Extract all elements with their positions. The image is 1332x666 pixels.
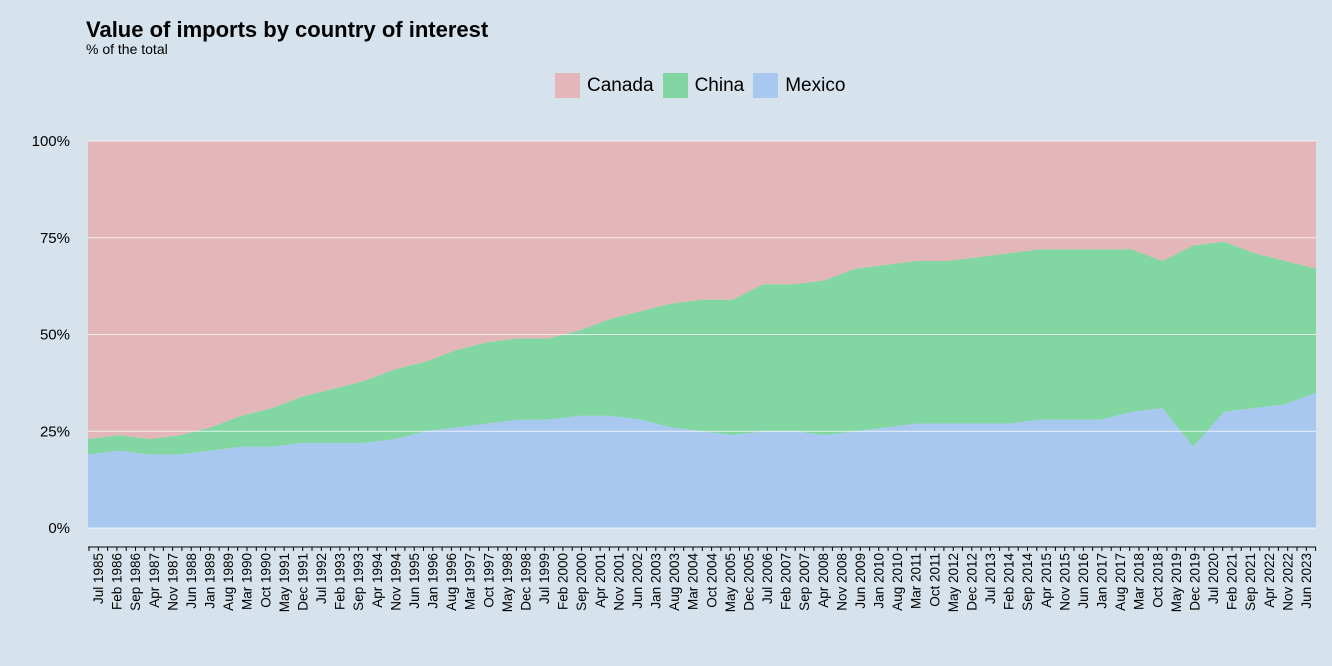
- x-tick-label: Jun 1995: [407, 553, 422, 609]
- x-tick-label: Dec 2012: [965, 553, 980, 611]
- x-tick-label: Sep 2021: [1243, 553, 1258, 611]
- x-tick-label: Apr 2001: [593, 553, 608, 608]
- x-tick-label: Mar 1997: [463, 553, 478, 610]
- x-tick-label: Feb 2007: [779, 553, 794, 610]
- legend-item-canada: Canada: [555, 73, 654, 98]
- x-tick-label: Feb 2000: [556, 553, 571, 610]
- x-tick-label: Aug 2010: [890, 553, 905, 611]
- x-tick-label: Aug 1989: [221, 553, 236, 611]
- grid-layer: [88, 140, 1316, 529]
- legend-item-mexico: Mexico: [753, 73, 845, 98]
- x-tick-label: Dec 1991: [295, 553, 310, 611]
- x-tick-label: Jan 2010: [872, 553, 887, 609]
- legend-swatch-china: [662, 73, 688, 98]
- x-tick-label: Feb 1993: [333, 553, 348, 610]
- x-tick-label: Jan 2003: [649, 553, 664, 609]
- x-tick-label: May 2012: [946, 553, 961, 612]
- x-tick-label: Mar 2018: [1132, 553, 1147, 610]
- x-tick-label: Jan 2017: [1095, 553, 1110, 609]
- x-tick-label: Feb 2021: [1225, 553, 1240, 610]
- x-tick-label: Mar 2011: [909, 553, 924, 609]
- x-tick-label: Nov 1994: [388, 553, 403, 611]
- x-tick-label: May 1998: [500, 553, 515, 612]
- x-tick-label: Jul 2020: [1206, 553, 1221, 604]
- x-tick-label: Jun 2016: [1076, 553, 1091, 609]
- legend-label-china: China: [694, 74, 745, 96]
- x-tick-label: Jun 2023: [1299, 553, 1314, 609]
- area-layer: [88, 141, 1316, 528]
- chart-subtitle: % of the total: [86, 41, 168, 57]
- x-tick-label: Jul 2013: [983, 553, 998, 604]
- chart-title: Value of imports by country of interest: [86, 17, 489, 42]
- x-tick-label: Sep 2014: [1020, 553, 1035, 611]
- x-tick-label: Feb 1986: [110, 553, 125, 610]
- x-tick-label: Oct 2004: [704, 553, 719, 608]
- x-tick-label: Nov 2022: [1280, 553, 1295, 611]
- x-tick-label: Apr 1994: [370, 553, 385, 608]
- x-tick-label: Jul 2006: [760, 553, 775, 604]
- x-tick-label: Dec 2005: [742, 553, 757, 611]
- x-tick-label: Feb 2014: [1002, 553, 1017, 611]
- x-tick-label: Nov 1987: [165, 553, 180, 611]
- x-tick-label: Aug 2003: [667, 553, 682, 611]
- x-tick-label: Mar 2004: [686, 553, 701, 611]
- x-tick-label: Nov 2015: [1057, 553, 1072, 611]
- x-tick-label: Oct 1990: [258, 553, 273, 608]
- x-tick-label: Jul 1992: [314, 553, 329, 604]
- x-tick-label: Jan 1996: [426, 553, 441, 609]
- y-tick-label: 0%: [48, 520, 70, 537]
- legend-label-canada: Canada: [587, 74, 654, 96]
- x-tick-label: Apr 2015: [1039, 553, 1054, 608]
- y-tick-label: 25%: [40, 423, 70, 440]
- x-tick-label: May 2005: [723, 553, 738, 612]
- legend: Canada China Mexico: [555, 73, 854, 98]
- x-tick-label: Aug 1996: [444, 553, 459, 611]
- x-tick-label: Dec 2019: [1188, 553, 1203, 611]
- x-tick-label: Nov 2008: [834, 553, 849, 611]
- legend-swatch-canada: [555, 73, 580, 98]
- x-tick-label: Apr 2008: [816, 553, 831, 608]
- y-axis: 0% 25% 50% 75% 100%: [32, 133, 70, 537]
- legend-item-china: China: [662, 73, 745, 98]
- x-tick-label: May 2019: [1169, 553, 1184, 612]
- x-tick-label: Apr 2022: [1262, 553, 1277, 608]
- x-tick-label: Nov 2001: [611, 553, 626, 611]
- y-tick-label: 75%: [40, 230, 70, 247]
- x-tick-label: Jun 1988: [184, 553, 199, 609]
- x-tick-label: Oct 1997: [481, 553, 496, 608]
- legend-label-mexico: Mexico: [785, 74, 846, 96]
- x-tick-label: Oct 2011: [927, 553, 942, 607]
- x-tick-label: Sep 2000: [574, 553, 589, 611]
- x-tick-label: Jun 2009: [853, 553, 868, 609]
- y-tick-label: 100%: [32, 133, 70, 150]
- x-tick-label: Dec 1998: [518, 553, 533, 611]
- x-tick-label: Mar 1990: [240, 553, 255, 610]
- x-tick-label: Jul 1985: [91, 553, 106, 604]
- y-tick-label: 50%: [40, 327, 70, 344]
- x-tick-label: Jul 1999: [537, 553, 552, 604]
- x-tick-label: Sep 2007: [797, 553, 812, 611]
- area-mexico: [88, 392, 1316, 528]
- x-tick-label: Sep 1986: [128, 553, 143, 611]
- legend-swatch-mexico: [753, 73, 779, 98]
- x-tick-label: Apr 1987: [147, 553, 162, 608]
- x-tick-label: Jan 1989: [203, 553, 218, 609]
- x-tick-label: May 1991: [277, 553, 292, 612]
- area-canada: [88, 141, 1316, 439]
- x-axis: Jul 1985 Feb 1986 Sep 1986 Apr 1987 Nov 1987…: [88, 546, 1317, 612]
- x-tick-label: Jun 2002: [630, 553, 645, 609]
- x-tick-label: Aug 2017: [1113, 553, 1128, 611]
- area-china: [88, 241, 1316, 455]
- x-tick-label: Oct 2018: [1150, 553, 1165, 608]
- x-tick-label: Sep 1993: [351, 553, 366, 611]
